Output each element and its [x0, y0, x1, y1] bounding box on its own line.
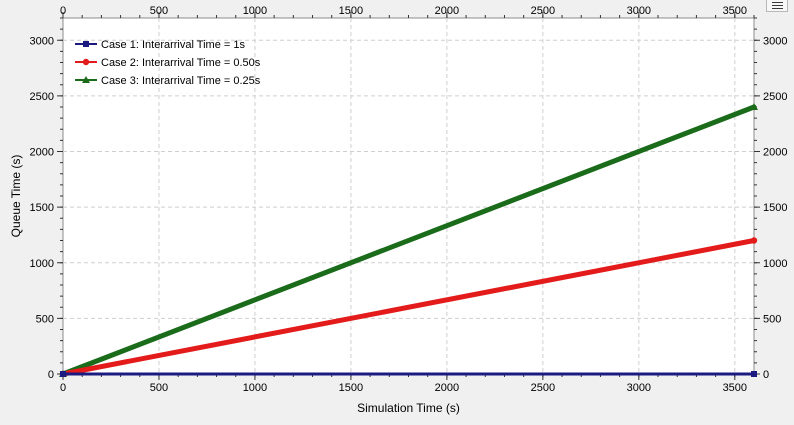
y2-tick-label: 0 [763, 369, 769, 381]
x2-tick-label: 1000 [243, 5, 267, 17]
series-line-case-3 [60, 104, 757, 377]
x-tick-label: 2500 [531, 382, 555, 394]
data-point-case-3 [750, 103, 758, 110]
data-point-case-1 [751, 371, 757, 377]
y-tick-label: 1500 [30, 202, 54, 214]
y2-tick-label: 1000 [763, 258, 787, 270]
x2-tick-label: 0 [60, 5, 66, 17]
plot-area [62, 17, 755, 375]
y2-tick-label: 2000 [763, 147, 787, 159]
y-tick-label: 3000 [30, 35, 54, 47]
menu-line [772, 5, 783, 6]
series-line-case-2 [60, 238, 757, 377]
y-axis-label: Queue Time (s) [9, 155, 23, 238]
y-tick-label: 500 [36, 313, 54, 325]
y-tick-label: 2500 [30, 91, 54, 103]
legend-marker [82, 76, 90, 83]
y2-tick-label: 2500 [763, 91, 787, 103]
y-tick-label: 2000 [30, 147, 54, 159]
y-tick-label: 0 [48, 369, 54, 381]
chart-menu-button[interactable] [766, 0, 788, 12]
x-tick-label: 0 [60, 382, 66, 394]
data-point-case-2 [750, 237, 758, 244]
data-point-case-1 [60, 371, 66, 377]
legend-entry: Case 3: Interarrival Time = 0.25s [101, 75, 261, 87]
x-tick-label: 500 [150, 382, 168, 394]
legend-marker [82, 58, 90, 66]
y2-tick-label: 1500 [763, 202, 787, 214]
x-tick-label: 3500 [723, 382, 747, 394]
y-tick-label: 1000 [30, 258, 54, 270]
menu-line [772, 2, 783, 3]
x-axis-label: Simulation Time (s) [357, 401, 460, 415]
y2-tick-label: 3000 [763, 35, 787, 47]
x2-tick-label: 500 [150, 5, 168, 17]
x-tick-label: 1000 [243, 382, 267, 394]
x2-tick-label: 3500 [723, 5, 747, 17]
legend-marker [83, 41, 89, 47]
x2-tick-label: 3000 [627, 5, 651, 17]
menu-line [772, 8, 783, 9]
x2-tick-label: 2000 [435, 5, 459, 17]
x2-tick-label: 1500 [339, 5, 363, 17]
legend-entry: Case 2: Interarrival Time = 0.50s [101, 57, 261, 69]
x2-tick-label: 2500 [531, 5, 555, 17]
x-tick-label: 2000 [435, 382, 459, 394]
x-tick-label: 1500 [339, 382, 363, 394]
legend-entry: Case 1: Interarrival Time = 1s [101, 39, 245, 51]
x-tick-label: 3000 [627, 382, 651, 394]
y2-tick-label: 500 [763, 313, 781, 325]
